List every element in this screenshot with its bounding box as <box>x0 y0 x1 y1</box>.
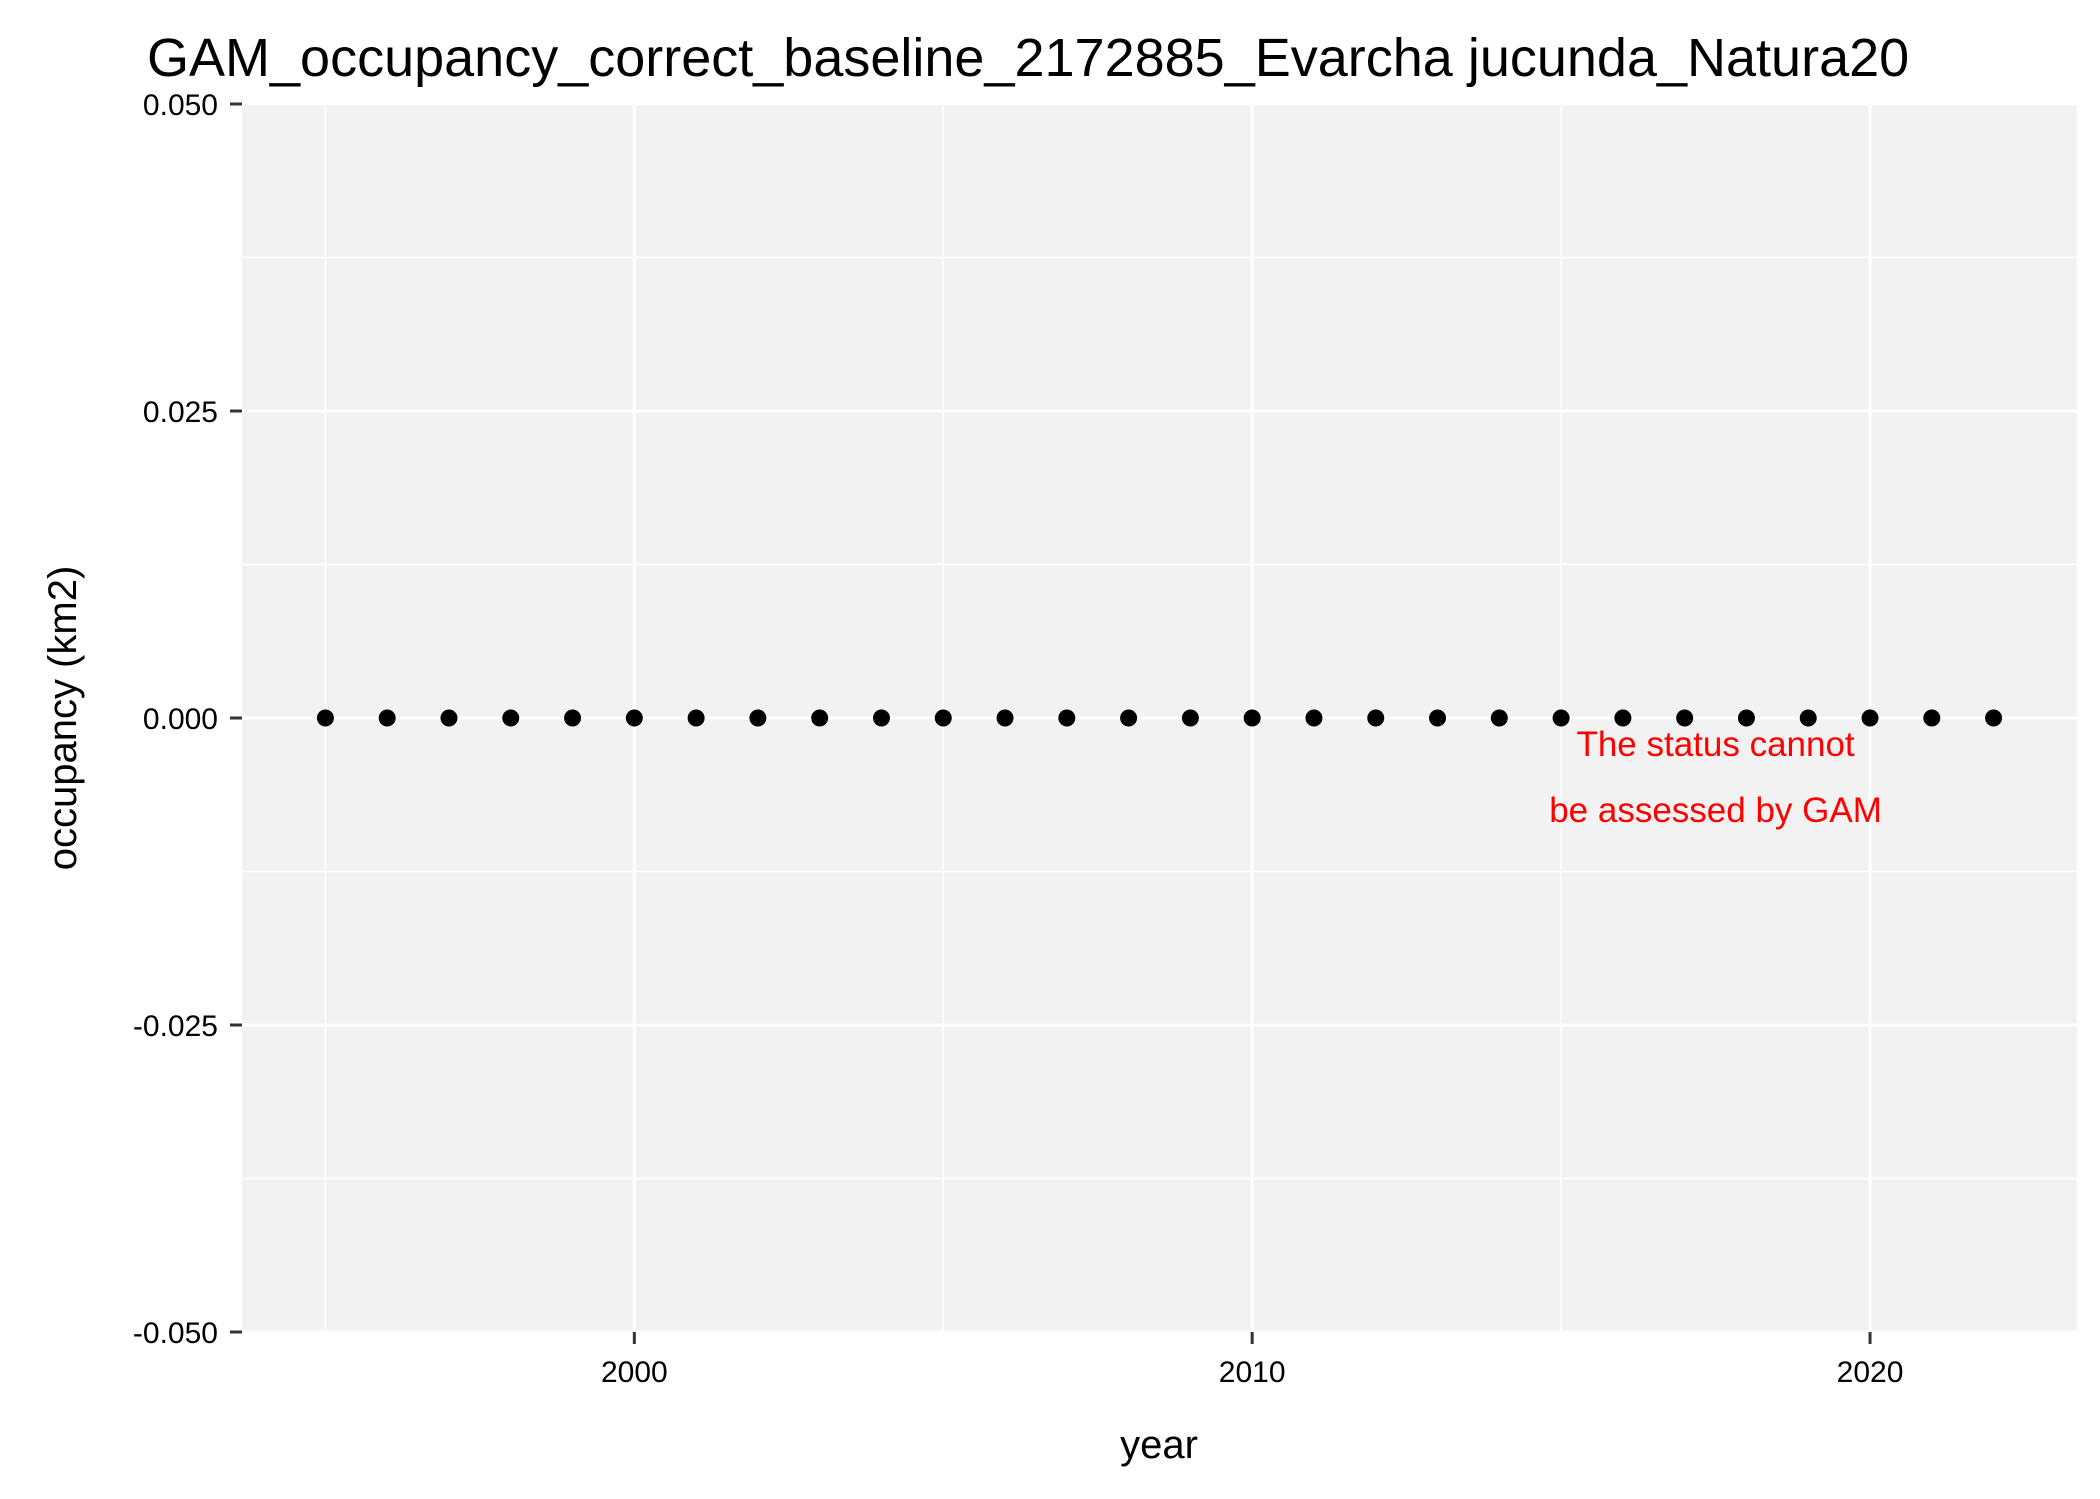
x-axis: 2000 2010 2020 <box>601 1332 1903 1389</box>
y-axis: -0.050 -0.025 0.000 0.025 0.050 <box>133 89 242 1350</box>
data-point <box>1181 709 1199 727</box>
y-tick-label: 0.000 <box>143 703 218 736</box>
x-axis-title: year <box>1120 1423 1198 1467</box>
data-point <box>1367 709 1385 727</box>
data-point <box>1676 709 1694 727</box>
data-point <box>1861 709 1879 727</box>
status-annotation: The status cannot be assessed by GAM <box>1549 725 1882 830</box>
data-point <box>564 709 582 727</box>
data-point <box>1985 709 2003 727</box>
y-tick-label: 0.025 <box>143 396 218 429</box>
data-point <box>1490 709 1508 727</box>
x-tick-label: 2020 <box>1837 1356 1904 1389</box>
data-point <box>872 709 890 727</box>
data-point <box>749 709 767 727</box>
data-point <box>1923 709 1941 727</box>
y-axis-title: occupancy (km2) <box>41 566 85 871</box>
data-point <box>1243 709 1261 727</box>
annotation-line: The status cannot <box>1576 725 1854 764</box>
data-point <box>502 709 520 727</box>
x-tick-label: 2010 <box>1219 1356 1286 1389</box>
data-point <box>934 709 952 727</box>
data-point <box>316 709 334 727</box>
data-point <box>625 709 643 727</box>
data-point <box>996 709 1014 727</box>
annotation-line: be assessed by GAM <box>1549 791 1882 830</box>
data-point <box>1120 709 1138 727</box>
data-point <box>1737 709 1755 727</box>
y-tick-label: -0.050 <box>133 1317 218 1350</box>
data-point <box>378 709 396 727</box>
data-point <box>811 709 829 727</box>
y-tick-label: 0.050 <box>143 89 218 122</box>
x-tick-label: 2000 <box>601 1356 668 1389</box>
data-point <box>1305 709 1323 727</box>
y-tick-label: -0.025 <box>133 1010 218 1043</box>
data-point <box>1429 709 1447 727</box>
data-point <box>1552 709 1570 727</box>
data-points <box>316 709 2003 727</box>
data-point <box>1799 709 1817 727</box>
data-point <box>687 709 705 727</box>
data-point <box>440 709 458 727</box>
data-point <box>1614 709 1632 727</box>
data-point <box>1058 709 1076 727</box>
chart-title: GAM_occupancy_correct_baseline_2172885_E… <box>147 28 1909 88</box>
